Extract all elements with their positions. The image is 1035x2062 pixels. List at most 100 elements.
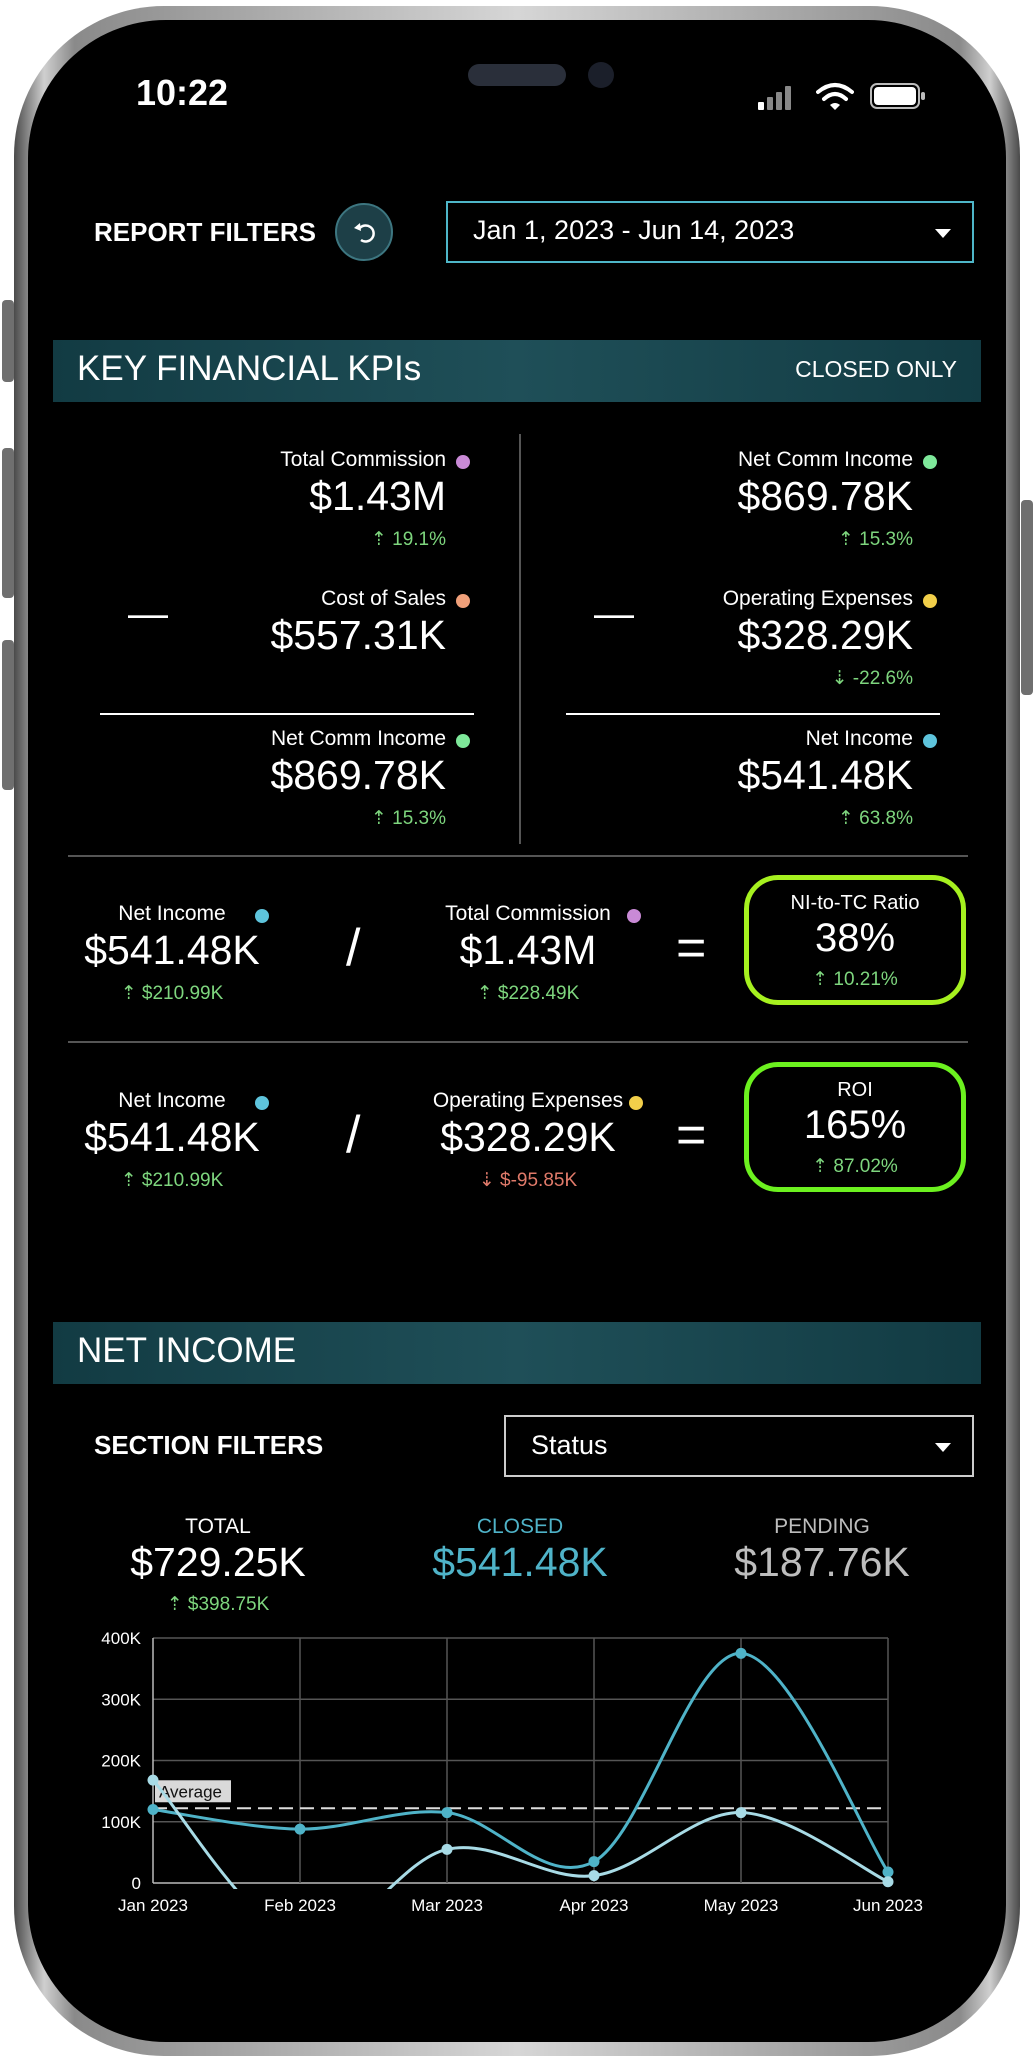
kpi-operating-expenses-change-value: -22.6% bbox=[852, 668, 913, 689]
divide-sign: / bbox=[346, 1106, 361, 1164]
y-tick-label: 100K bbox=[101, 1813, 141, 1832]
undo-icon bbox=[354, 223, 375, 243]
summary-total-label: TOTAL bbox=[185, 1515, 251, 1538]
kpi-section-title: KEY FINANCIAL KPIs bbox=[77, 349, 422, 388]
kpi-right-net-comm-income-value: $869.78K bbox=[737, 473, 913, 519]
kpi-net-comm-income-label: Net Comm Income bbox=[270, 727, 446, 750]
roi-operating-expenses-change-value: $-95.85K bbox=[500, 1170, 578, 1191]
summary-total-change-value: $398.75K bbox=[187, 1594, 270, 1615]
status-filter-select[interactable]: Status bbox=[504, 1415, 974, 1477]
kpi-total-commission-change-value: 19.1% bbox=[392, 529, 446, 550]
divide-sign: / bbox=[346, 919, 361, 977]
kpi-cost-of-sales-value: $557.31K bbox=[270, 612, 446, 658]
net-income-dot bbox=[255, 909, 269, 923]
chevron-down-icon bbox=[935, 1443, 951, 1452]
x-tick-label: Jan 2023 bbox=[118, 1896, 188, 1915]
kpi-net-comm-income-value: $869.78K bbox=[270, 752, 446, 798]
summary-closed-value: $541.48K bbox=[432, 1539, 608, 1585]
subtraction-line bbox=[100, 713, 474, 715]
power-button bbox=[1021, 500, 1033, 695]
summary-pending-label: PENDING bbox=[774, 1515, 870, 1538]
ni-to-tc-ratio-value: 38% bbox=[814, 916, 896, 960]
ratio-net-income-change-value: $210.99K bbox=[141, 983, 224, 1004]
status-time: 10:22 bbox=[136, 72, 229, 113]
roi-operating-expenses-change: ⇣ $-95.85K bbox=[478, 1170, 578, 1191]
roi-change-value: 87.02% bbox=[833, 1156, 898, 1177]
mute-switch bbox=[2, 300, 14, 382]
minus-sign: — bbox=[594, 592, 634, 636]
roi-value: 165% bbox=[803, 1103, 907, 1147]
kpi-total-commission-label: Total Commission bbox=[280, 448, 446, 471]
series-1-point bbox=[735, 1647, 747, 1659]
status-filter-value: Status bbox=[531, 1430, 608, 1460]
net-comm-income-dot bbox=[456, 734, 470, 748]
net-income-section-header: NET INCOME bbox=[53, 1322, 981, 1384]
kpi-net-income-label: Net Income bbox=[805, 727, 913, 750]
roi-operating-expenses-value: $328.29K bbox=[440, 1114, 616, 1160]
closed-only-note: CLOSED ONLY bbox=[795, 356, 957, 382]
series-2-point bbox=[882, 1876, 894, 1888]
report-filters-label: REPORT FILTERS bbox=[94, 217, 316, 247]
roi-change: ⇡ 87.02% bbox=[812, 1156, 898, 1177]
kpi-cost-of-sales-label: Cost of Sales bbox=[321, 587, 446, 610]
volume-down-button bbox=[2, 640, 14, 790]
roi-operating-expenses-label: Operating Expenses bbox=[432, 1089, 624, 1112]
kpi-total-commission-value: $1.43M bbox=[309, 473, 446, 519]
summary-pending-value: $187.76K bbox=[734, 1539, 910, 1585]
kpi-operating-expenses-value: $328.29K bbox=[737, 612, 913, 658]
roi-net-income-change: ⇡ $210.99K bbox=[120, 1170, 224, 1191]
screen: 10:22 REPORT FILTE bbox=[28, 20, 1006, 2042]
ratio-total-commission-change: ⇡ $228.49K bbox=[476, 983, 580, 1004]
kpi-total-commission-change: ⇡ 19.1% bbox=[370, 529, 446, 550]
kpi-net-comm-income-change: ⇡ 15.3% bbox=[370, 808, 446, 829]
kpi-operating-expenses-label: Operating Expenses bbox=[722, 587, 913, 610]
kpi-section-header: KEY FINANCIAL KPIs CLOSED ONLY bbox=[53, 340, 981, 402]
kpi-net-comm-income-change-value: 15.3% bbox=[392, 808, 446, 829]
operating-expenses-dot bbox=[629, 1096, 643, 1110]
kpi-net-income-change: ⇡ 63.8% bbox=[837, 808, 913, 829]
ni-to-tc-ratio-change-value: 10.21% bbox=[833, 969, 898, 990]
minus-sign: — bbox=[128, 592, 168, 636]
kpi-right-net-comm-income-label: Net Comm Income bbox=[737, 448, 913, 471]
date-range-select[interactable]: Jan 1, 2023 - Jun 14, 2023 bbox=[446, 201, 974, 263]
x-tick-label: Feb 2023 bbox=[264, 1896, 336, 1915]
series-1-point bbox=[588, 1856, 600, 1868]
battery-icon bbox=[870, 82, 926, 115]
kpi-operating-expenses-change: ⇣ -22.6% bbox=[831, 668, 913, 689]
series-2-point bbox=[147, 1774, 159, 1786]
series-2-point bbox=[441, 1843, 453, 1855]
reset-filters-button[interactable] bbox=[335, 203, 393, 261]
kpi-right-net-comm-income-change-value: 15.3% bbox=[859, 529, 913, 550]
row-divider bbox=[68, 855, 968, 857]
series-2-point bbox=[735, 1807, 747, 1819]
date-range-value: Jan 1, 2023 - Jun 14, 2023 bbox=[473, 215, 795, 245]
series-1-point bbox=[147, 1804, 159, 1815]
wifi-icon bbox=[816, 82, 854, 117]
x-tick-label: Mar 2023 bbox=[411, 1896, 483, 1915]
series-2-point bbox=[588, 1870, 600, 1882]
ratio-total-commission-change-value: $228.49K bbox=[497, 983, 580, 1004]
front-camera bbox=[588, 62, 614, 88]
series-1-point bbox=[294, 1823, 306, 1835]
average-label: Average bbox=[159, 1782, 222, 1801]
x-tick-label: Apr 2023 bbox=[560, 1896, 629, 1915]
ratio-net-income-value: $541.48K bbox=[84, 927, 260, 973]
subtraction-line bbox=[566, 713, 940, 715]
column-divider bbox=[519, 434, 521, 844]
roi-label: ROI bbox=[837, 1079, 873, 1101]
cost-of-sales-dot bbox=[456, 594, 470, 608]
total-commission-dot bbox=[456, 455, 470, 469]
series-line-2 bbox=[151, 1779, 889, 1889]
net-income-dot bbox=[255, 1096, 269, 1110]
operating-expenses-dot bbox=[923, 594, 937, 608]
y-tick-label: 200K bbox=[101, 1752, 141, 1771]
y-tick-label: 400K bbox=[101, 1629, 141, 1648]
total-commission-dot bbox=[627, 909, 641, 923]
ni-to-tc-ratio-card: NI-to-TC Ratio 38% ⇡ 10.21% bbox=[744, 875, 966, 1005]
chevron-down-icon bbox=[935, 229, 951, 238]
ratio-total-commission-value: $1.43M bbox=[459, 927, 597, 973]
summary-total-value: $729.25K bbox=[130, 1539, 306, 1585]
series-1-point bbox=[441, 1807, 453, 1819]
net-comm-income-dot bbox=[923, 455, 937, 469]
